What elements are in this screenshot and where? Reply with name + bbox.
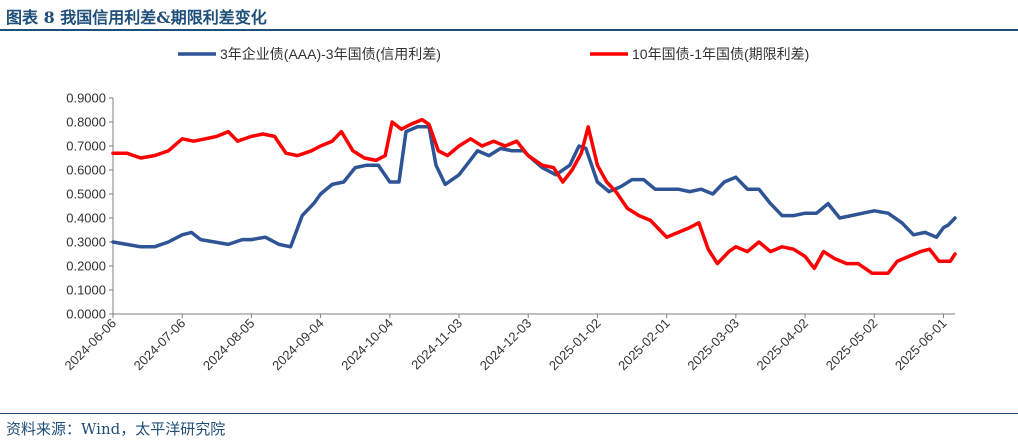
series-layer [111, 117, 957, 275]
legend: 3年企业债(AAA)-3年国债(信用利差) 10年国债-1年国债(期限利差) [178, 46, 809, 62]
x-tick-label: 2025-03-03 [684, 316, 742, 374]
x-tick-label: 2024-06-06 [61, 316, 119, 374]
y-axis: 0.0000 0.1000 0.2000 0.3000 0.4000 0.5000 0.60… [66, 91, 114, 322]
x-tick-label: 2025-01-02 [546, 316, 604, 374]
y-tick-label: 0.5000 [66, 187, 106, 202]
y-tick-label: 0.1000 [66, 283, 106, 298]
y-tick-label: 0.3000 [66, 235, 106, 250]
footer-rule [0, 413, 1018, 414]
x-tick-label: 2025-02-01 [615, 316, 673, 374]
x-tick-label: 2024-12-03 [477, 316, 535, 374]
x-tick-label: 2024-09-04 [269, 316, 327, 374]
y-tick-label: 0.4000 [66, 211, 106, 226]
header-rule [0, 29, 1018, 31]
x-tick-label: 2024-08-05 [200, 316, 258, 374]
figure-header: 图表 8 我国信用利差&期限利差变化 [0, 0, 1018, 30]
y-tick-label: 0.7000 [66, 139, 106, 154]
source-note: 资料来源：Wind，太平洋研究院 [6, 420, 226, 438]
chart-area: 3年企业债(AAA)-3年国债(信用利差) 10年国债-1年国债(期限利差) 0.… [61, 46, 957, 374]
y-tick-label: 0.2000 [66, 259, 106, 274]
legend-label-2: 10年国债-1年国债(期限利差) [632, 46, 809, 62]
x-tick-label: 2025-06-01 [892, 316, 950, 374]
x-tick-label: 2024-11-03 [408, 316, 465, 373]
y-tick-label: 0.6000 [66, 163, 106, 178]
legend-label-1: 3年企业债(AAA)-3年国债(信用利差) [220, 46, 441, 62]
y-tick-label: 0.8000 [66, 115, 106, 130]
x-tick-label: 2024-10-04 [338, 316, 396, 374]
figure-title: 图表 8 我国信用利差&期限利差变化 [6, 8, 267, 27]
x-tick-label: 2025-05-02 [823, 316, 881, 374]
series-line-2 [111, 117, 957, 275]
y-tick-label: 0.9000 [66, 91, 106, 106]
x-axis: 2024-06-06 2024-07-06 2024-08-05 2024-09-04… [61, 313, 955, 374]
x-tick-label: 2024-07-06 [131, 316, 189, 374]
x-tick-label: 2025-04-02 [754, 316, 812, 374]
y-tick-label: 0.0000 [66, 307, 106, 322]
series-line-1 [111, 125, 957, 249]
